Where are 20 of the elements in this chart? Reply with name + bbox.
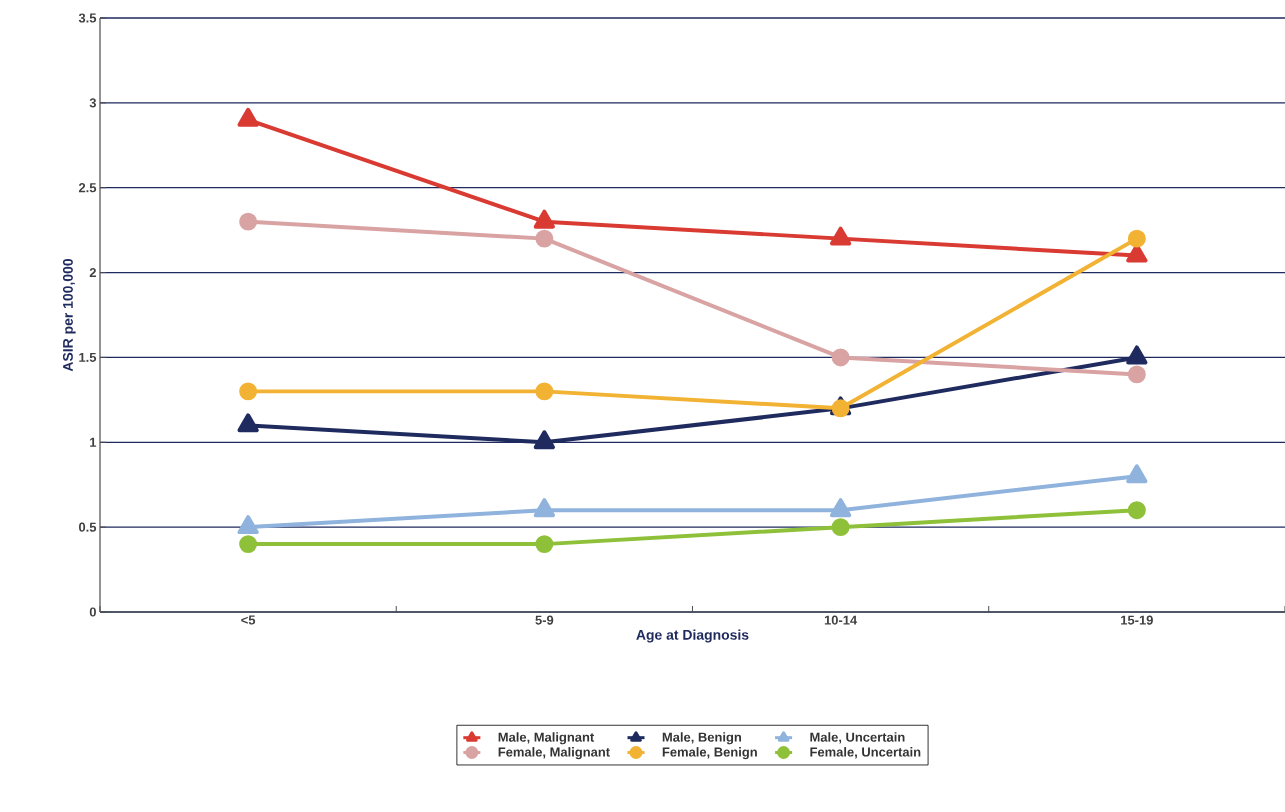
legend-label: Female, Benign (662, 747, 757, 760)
legend-label: Female, Uncertain (810, 747, 921, 759)
y-tick-label: 3 (89, 98, 97, 108)
y-tick-label: 2.5 (78, 183, 97, 193)
x-tick-label: 5-9 (535, 615, 554, 625)
x-tick-label: 10-14 (824, 615, 858, 625)
y-tick-label: 2 (89, 268, 96, 278)
y-tick-label: 3.5 (78, 13, 97, 23)
legend-label: Female, Malignant (498, 747, 610, 760)
x-axis-title: Age at Diagnosis (636, 629, 749, 643)
legend-label: Male, Uncertain (810, 732, 905, 744)
x-tick-label: 15-19 (1121, 615, 1153, 625)
legend-label: Male, Malignant (498, 732, 595, 745)
y-tick-label: 1.5 (79, 352, 97, 362)
x-tick-label: <5 (241, 615, 256, 625)
legend-label: Male, Benign (662, 732, 742, 745)
y-tick-label: 0.5 (78, 522, 97, 532)
y-tick-label: 1 (90, 437, 97, 447)
y-tick-label: 0 (89, 607, 96, 617)
y-axis-title: ASIR per 100,000 (62, 258, 76, 372)
